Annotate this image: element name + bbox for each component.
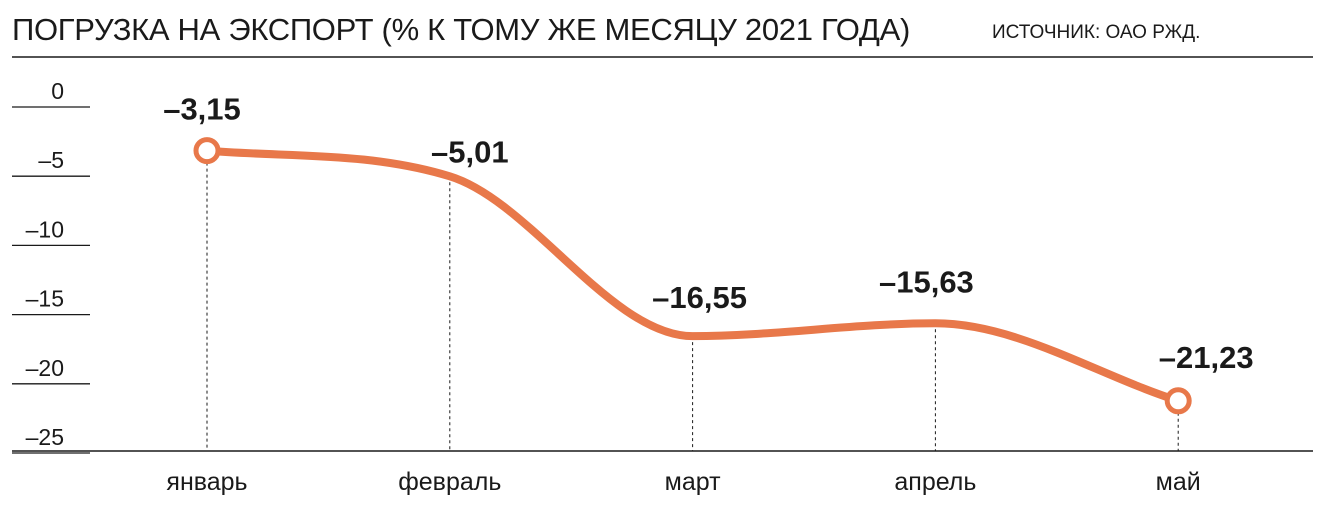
x-tick-label: март	[665, 468, 721, 496]
chart-source: ИСТОЧНИК: ОАО РЖД.	[992, 22, 1200, 43]
y-axis: 0 –5 –10 –15 –20 –25	[12, 78, 90, 454]
x-tick-label: май	[1156, 468, 1201, 496]
x-tick-label: январь	[166, 468, 247, 496]
chart-title: ПОГРУЗКА НА ЭКСПОРТ (% К ТОМУ ЖЕ МЕСЯЦУ …	[12, 12, 910, 47]
y-tick-label: 0	[51, 78, 64, 104]
data-label: –3,15	[163, 92, 241, 127]
data-label: –21,23	[1159, 340, 1254, 375]
y-tick-label: –10	[26, 216, 64, 242]
data-point-marker	[193, 137, 221, 165]
x-tick-label: апрель	[894, 468, 976, 496]
data-label: –15,63	[879, 264, 974, 299]
series-line-path	[203, 146, 1183, 405]
data-labels: –3,15 –5,01 –16,55 –15,63 –21,23	[163, 92, 1253, 375]
y-tick-label: –15	[26, 286, 64, 312]
end-markers	[193, 137, 1192, 415]
x-axis: январь февраль март апрель май	[166, 468, 1200, 496]
series-line	[203, 146, 1183, 405]
y-tick-label: –5	[38, 147, 64, 173]
x-tick-label: февраль	[398, 468, 501, 496]
y-tick-label: –25	[26, 424, 64, 450]
data-label: –5,01	[431, 134, 509, 169]
data-label: –16,55	[652, 280, 747, 315]
data-point-marker	[1164, 387, 1192, 415]
y-tick-label: –20	[26, 355, 64, 381]
